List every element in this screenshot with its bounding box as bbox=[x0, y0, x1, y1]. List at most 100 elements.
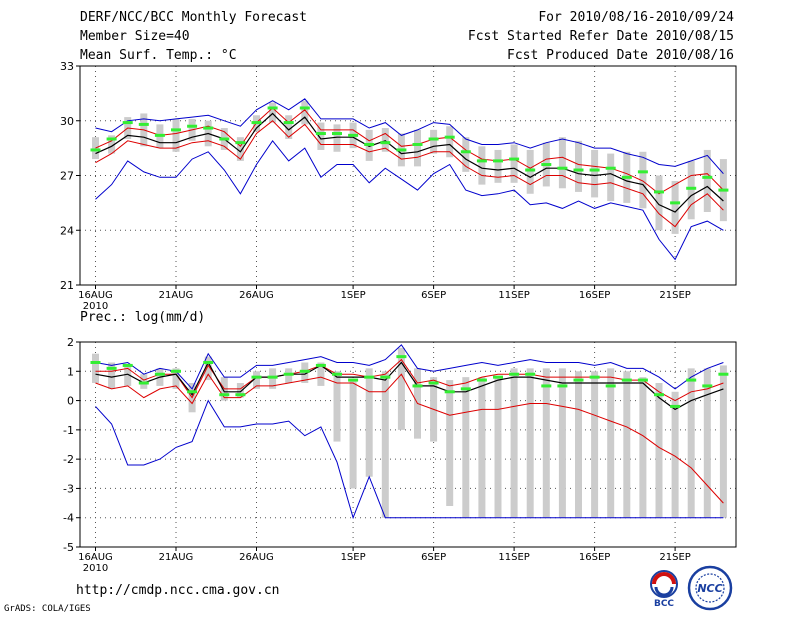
series-mean-line bbox=[95, 112, 724, 213]
ensemble-box bbox=[365, 368, 373, 477]
ensemble-box bbox=[687, 160, 695, 220]
y-tick-label: -1 bbox=[63, 424, 74, 437]
series-min-line bbox=[95, 139, 724, 261]
y-tick-label: -3 bbox=[63, 482, 74, 495]
x-tick-label: 1SEP bbox=[341, 290, 366, 301]
median-marker bbox=[412, 142, 423, 146]
x-tick-label: 6SEP bbox=[421, 552, 446, 563]
x-tick-label: 6SEP bbox=[421, 290, 446, 301]
median-marker bbox=[203, 361, 214, 364]
median-marker bbox=[541, 163, 552, 167]
median-marker bbox=[235, 141, 246, 145]
ensemble-box bbox=[349, 380, 357, 489]
median-marker bbox=[364, 142, 375, 146]
ensemble-box bbox=[687, 368, 695, 518]
median-marker bbox=[299, 106, 310, 110]
median-marker bbox=[154, 372, 165, 376]
ensemble-box bbox=[446, 126, 454, 158]
y-tick-label: 30 bbox=[60, 115, 74, 128]
median-marker bbox=[332, 132, 342, 136]
precipitation-panel: -5 -4 -3 -2 -1 0 1 2 16AUG 21AUG 26AUG 1SEP 6SEP 11SE… bbox=[63, 336, 737, 574]
ensemble-box bbox=[446, 380, 454, 506]
grads-credit: GrADS: COLA/IGES bbox=[4, 604, 91, 614]
ensemble-box bbox=[462, 137, 470, 172]
ensemble-box bbox=[92, 353, 99, 383]
median-marker bbox=[267, 106, 278, 110]
median-marker bbox=[686, 186, 697, 190]
ensemble-box bbox=[655, 383, 663, 518]
figure-title: DERF/NCC/BCC Monthly Forecast bbox=[80, 10, 307, 25]
y-tick-label: -2 bbox=[63, 453, 74, 466]
median-marker bbox=[187, 390, 198, 394]
y-tick-label: 2 bbox=[67, 336, 74, 349]
y-tick-label: 24 bbox=[60, 224, 74, 237]
member-size: Member Size=40 bbox=[80, 29, 190, 44]
median-marker bbox=[589, 375, 600, 379]
median-marker bbox=[476, 378, 487, 382]
median-marker bbox=[621, 175, 632, 179]
median-marker bbox=[557, 166, 568, 170]
ensemble-box bbox=[671, 391, 679, 518]
median-marker bbox=[106, 137, 117, 141]
bcc-logo: BCC bbox=[650, 570, 678, 609]
median-marker bbox=[380, 375, 391, 379]
median-marker bbox=[90, 361, 101, 364]
median-marker bbox=[203, 126, 214, 130]
fcst-started-date: Fcst Started Refer Date 2010/08/15 bbox=[467, 29, 734, 44]
ensemble-box bbox=[172, 368, 180, 389]
ensemble-box bbox=[204, 356, 212, 381]
median-marker bbox=[460, 150, 471, 154]
median-marker bbox=[283, 372, 294, 376]
ensemble-box bbox=[510, 144, 518, 183]
median-marker bbox=[637, 378, 648, 382]
series-upper-line bbox=[95, 358, 724, 402]
ensemble-box bbox=[462, 377, 470, 518]
median-marker bbox=[525, 168, 536, 172]
x-year-label: 2010 bbox=[83, 301, 108, 312]
ensemble-box bbox=[478, 377, 486, 518]
ensemble-box bbox=[108, 362, 116, 389]
median-marker bbox=[573, 168, 584, 172]
median-marker bbox=[654, 393, 664, 397]
fcst-produced-date: Fcst Produced Date 2010/08/16 bbox=[507, 48, 734, 63]
ensemble-box bbox=[510, 368, 518, 518]
median-marker bbox=[557, 384, 568, 388]
plot-frame bbox=[79, 65, 737, 286]
ensemble-box bbox=[655, 175, 663, 231]
series-upper-line bbox=[95, 107, 724, 195]
ensemble-box bbox=[591, 149, 599, 198]
x-tick-label: 21AUG bbox=[159, 290, 194, 301]
median-marker bbox=[654, 190, 664, 194]
x-tick-label: 1SEP bbox=[341, 552, 366, 563]
median-marker bbox=[364, 375, 375, 379]
median-marker bbox=[315, 132, 326, 136]
variable-label: Mean Surf. Temp.: °C bbox=[80, 48, 237, 63]
median-marker bbox=[428, 137, 439, 141]
series-mean-line bbox=[95, 361, 724, 411]
x-tick-label: 11SEP bbox=[498, 552, 529, 563]
ensemble-box bbox=[285, 115, 293, 139]
y-tick-label: -4 bbox=[63, 512, 74, 525]
ensemble-box bbox=[494, 377, 502, 518]
ensemble-box bbox=[703, 368, 711, 518]
median-marker bbox=[718, 188, 729, 192]
series-lower-line bbox=[95, 373, 724, 504]
ensemble-box bbox=[333, 371, 341, 442]
ensemble-box bbox=[236, 383, 244, 398]
median-marker bbox=[589, 168, 600, 172]
median-marker bbox=[509, 372, 520, 376]
ensemble-box bbox=[639, 151, 647, 209]
series-max-line bbox=[95, 344, 724, 390]
median-marker bbox=[122, 363, 133, 367]
median-marker bbox=[637, 170, 648, 174]
ensemble-box bbox=[317, 362, 325, 386]
ensemble-box bbox=[381, 128, 389, 152]
ensemble-box bbox=[108, 135, 116, 154]
ncc-logo: NCC bbox=[687, 565, 733, 611]
ensemble-box bbox=[607, 153, 615, 202]
median-marker bbox=[315, 363, 326, 367]
median-marker bbox=[171, 369, 181, 373]
median-marker bbox=[476, 159, 487, 163]
